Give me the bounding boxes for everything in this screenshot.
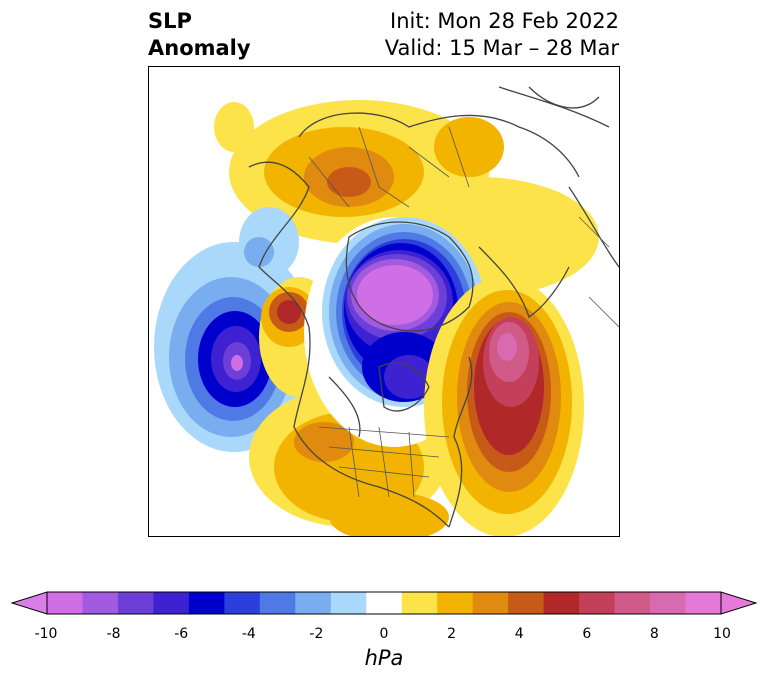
country-borders: [308, 126, 619, 498]
colorbar-unit: hPa: [364, 646, 404, 670]
positive-anomaly-eurasia: [214, 100, 599, 297]
colorbar: [10, 591, 758, 615]
positive-anomaly-north-america: [249, 387, 449, 536]
positive-anomaly-atlantic: [424, 277, 584, 536]
colorbar-segments: [10, 591, 758, 615]
colorbar-segment: [224, 592, 261, 614]
colorbar-tick-label: 6: [582, 626, 592, 642]
colorbar-border: [46, 591, 722, 615]
colorbar-segment: [366, 592, 403, 614]
map-title: SLP Anomaly: [148, 8, 251, 62]
colorbar-tick-label: 4: [514, 626, 524, 642]
colorbar-segment: [472, 592, 509, 614]
map-panel: [148, 66, 620, 537]
colorbar-segment: [330, 592, 367, 614]
colorbar-segment: [188, 592, 225, 614]
colorbar-segment: [650, 592, 687, 614]
colorbar-tick-label: -10: [34, 626, 58, 642]
colorbar-segment: [508, 592, 545, 614]
colorbar-tick-label: 2: [447, 626, 457, 642]
colorbar-tick-label: 8: [649, 626, 659, 642]
map-dates: Init: Mon 28 Feb 2022 Valid: 15 Mar – 28…: [385, 8, 619, 62]
colorbar-segment: [47, 592, 83, 614]
valid-period: Valid: 15 Mar – 28 Mar: [384, 36, 619, 60]
coastlines: [248, 86, 619, 528]
colorbar-tick-label: -2: [309, 626, 324, 642]
colorbar-tick-label: 0: [379, 626, 389, 642]
colorbar-segment: [437, 592, 474, 614]
anomaly-map: [154, 86, 619, 536]
colorbar-segment: [82, 592, 119, 614]
colorbar-tick-label: -6: [174, 626, 189, 642]
colorbar-segment: [401, 592, 438, 614]
colorbar-segment: [685, 592, 722, 614]
init-date: Init: Mon 28 Feb 2022: [390, 9, 619, 33]
colorbar-segment: [153, 592, 190, 614]
colorbar-under-arrow: [10, 591, 48, 615]
colorbar-segment: [579, 592, 616, 614]
colorbar-segment: [543, 592, 580, 614]
colorbar-tick-label: -4: [241, 626, 256, 642]
colorbar-segment: [614, 592, 651, 614]
colorbar-segment: [117, 592, 154, 614]
title-variable-line1: SLP: [148, 9, 192, 33]
colorbar-segment: [259, 592, 296, 614]
title-variable-line2: Anomaly: [148, 36, 251, 60]
colorbar-segment: [295, 592, 332, 614]
colorbar-tick-label: 10: [713, 626, 731, 642]
colorbar-over-arrow: [720, 591, 758, 615]
colorbar-tick-label: -8: [106, 626, 121, 642]
